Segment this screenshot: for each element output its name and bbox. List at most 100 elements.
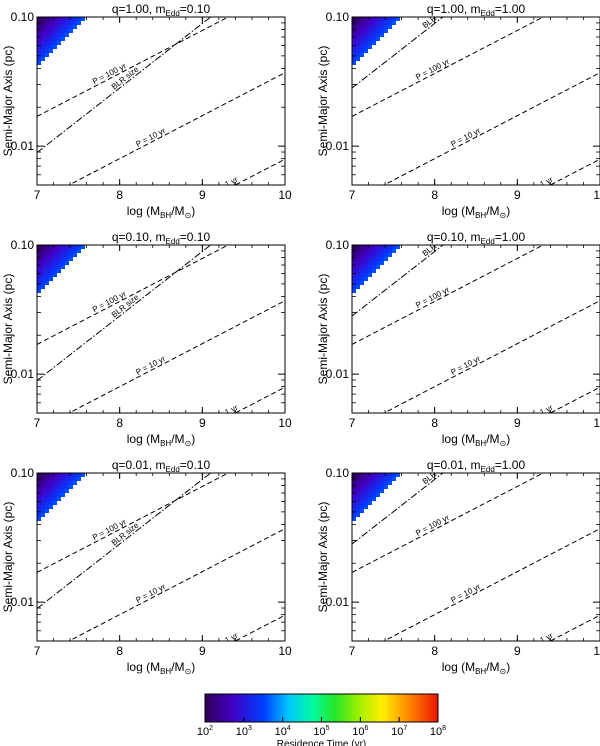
plot-frame (36, 16, 286, 186)
colorbar-tick-label: 103 (236, 725, 252, 738)
x-axis-label: log (MBH/M⊙) (127, 204, 196, 220)
x-tick-label: 10 (278, 416, 292, 430)
x-tick-label: 10 (278, 644, 292, 658)
line-label: P = 1 yr (526, 403, 555, 424)
line-p-1-yr (549, 158, 600, 185)
y-tick-label: 0.01 (326, 367, 350, 381)
colorbar-tick-label: 106 (352, 725, 368, 738)
line-p-10-yr (67, 72, 285, 185)
y-axis-label: Semi-Major Axis (pc) (316, 46, 330, 157)
x-tick-label: 9 (199, 416, 206, 430)
x-axis-label: log (MBH/M⊙) (442, 660, 511, 676)
line-p-100-yr (352, 473, 545, 573)
y-tick-label: 0.01 (11, 139, 35, 153)
line-label: P = 1 yr (211, 631, 240, 652)
x-axis-label: log (MBH/M⊙) (442, 204, 511, 220)
x-axis-label: log (MBH/M⊙) (442, 432, 511, 448)
y-axis-label: Semi-Major Axis (pc) (316, 274, 330, 385)
line-blr-size (37, 245, 212, 381)
x-tick-label: 7 (34, 644, 41, 658)
y-tick-label: 0.10 (326, 466, 350, 480)
x-tick-label: 8 (431, 188, 438, 202)
colorbar-tick-label: 104 (275, 725, 291, 738)
x-tick-label: 10 (593, 188, 600, 202)
line-p-1-yr (234, 614, 285, 641)
line-p-100-yr (37, 17, 230, 117)
line-label: P = 1 yr (211, 175, 240, 196)
heatmap (352, 17, 600, 185)
line-label: P = 1 yr (526, 631, 555, 652)
x-tick-label: 8 (116, 188, 123, 202)
x-tick-label: 9 (514, 416, 521, 430)
x-tick-label: 10 (593, 644, 600, 658)
colorbar-tick-label: 107 (391, 725, 407, 738)
x-tick-label: 7 (349, 188, 356, 202)
colorbar-tick-label: 102 (197, 725, 213, 738)
line-p-10-yr (67, 300, 285, 413)
line-p-10-yr (382, 300, 600, 413)
x-tick-label: 7 (34, 188, 41, 202)
y-tick-label: 0.10 (11, 238, 35, 252)
x-tick-label: 9 (514, 188, 521, 202)
line-blr-size (352, 473, 444, 545)
colorbar-tick-label: 105 (313, 725, 329, 738)
y-axis-label: Semi-Major Axis (pc) (1, 46, 15, 157)
line-p-1-yr (234, 386, 285, 413)
heatmap (37, 245, 285, 413)
line-p-100-yr (37, 473, 230, 573)
panel-title: q=1.00, mEdd=0.10 (112, 2, 211, 18)
line-p-10-yr (382, 528, 600, 641)
x-tick-label: 9 (199, 188, 206, 202)
panel-title: q=0.01, mEdd=0.10 (112, 458, 211, 474)
x-tick-label: 10 (278, 188, 292, 202)
y-tick-label: 0.01 (11, 595, 35, 609)
line-label: P = 1 yr (211, 403, 240, 424)
line-blr-size (352, 17, 444, 89)
y-tick-label: 0.10 (11, 10, 35, 24)
y-axis-label: Semi-Major Axis (pc) (1, 274, 15, 385)
line-p-1-yr (549, 614, 600, 641)
panel-title: q=0.10, mEdd=0.10 (112, 230, 211, 246)
x-tick-label: 8 (116, 644, 123, 658)
heatmap (37, 473, 285, 641)
y-tick-label: 0.01 (11, 367, 35, 381)
x-tick-label: 7 (349, 644, 356, 658)
line-blr-size (37, 473, 212, 609)
x-tick-label: 7 (34, 416, 41, 430)
y-tick-label: 0.10 (326, 238, 350, 252)
plot-frame (36, 472, 286, 642)
colorbar-tick-label: 108 (430, 725, 446, 738)
plot-frame (351, 472, 600, 642)
x-tick-label: 8 (431, 416, 438, 430)
line-p-100-yr (352, 17, 545, 117)
y-tick-label: 0.01 (326, 139, 350, 153)
line-p-10-yr (67, 528, 285, 641)
panel-title: q=1.00, mEdd=1.00 (427, 2, 526, 18)
x-axis-label: log (MBH/M⊙) (127, 660, 196, 676)
x-tick-label: 8 (431, 644, 438, 658)
y-axis-label: Semi-Major Axis (pc) (316, 502, 330, 613)
heatmap (352, 245, 600, 413)
plot-frame (351, 16, 600, 186)
line-blr-size (37, 17, 212, 153)
x-tick-label: 10 (593, 416, 600, 430)
y-tick-label: 0.01 (326, 595, 350, 609)
plot-frame (36, 244, 286, 414)
line-p-100-yr (37, 245, 230, 345)
line-p-1-yr (549, 386, 600, 413)
y-tick-label: 0.10 (11, 466, 35, 480)
y-axis-label: Semi-Major Axis (pc) (1, 502, 15, 613)
panel-title: q=0.10, mEdd=1.00 (427, 230, 526, 246)
x-tick-label: 9 (199, 644, 206, 658)
plot-frame (351, 244, 600, 414)
colorbar-label: Residence Time (yr) (277, 739, 366, 746)
line-p-1-yr (234, 158, 285, 185)
